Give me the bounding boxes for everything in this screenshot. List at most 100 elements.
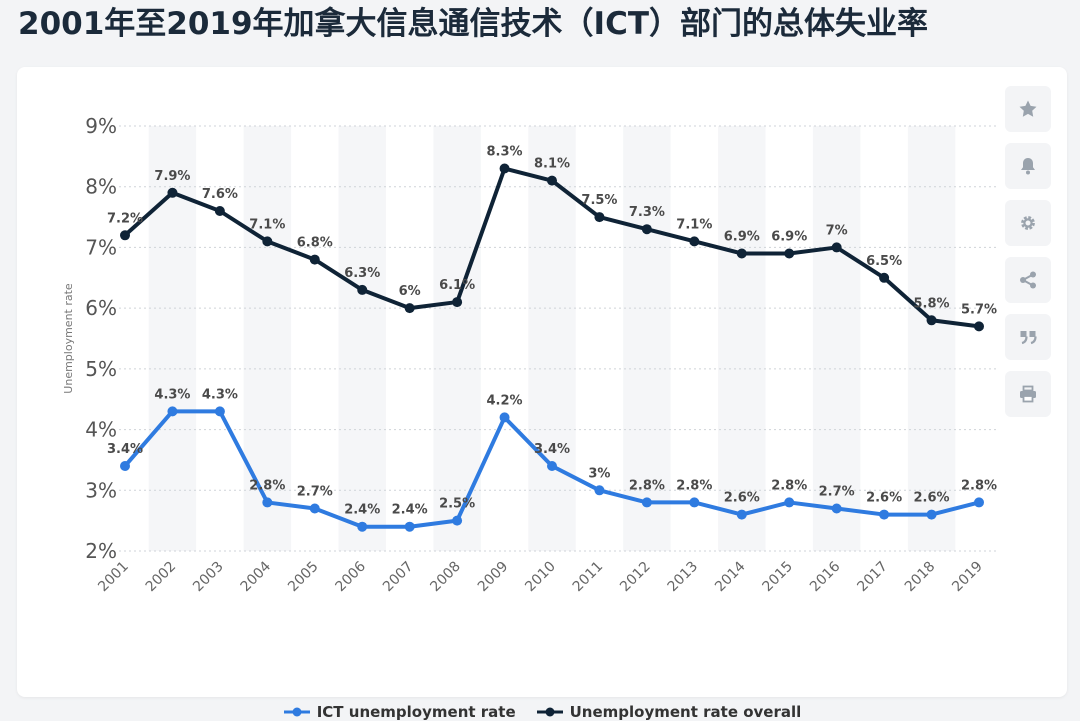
cite-button[interactable] [1005,314,1051,360]
data-point [736,509,747,520]
column-band [718,126,766,551]
data-label: 7% [826,223,848,238]
data-label: 5.7% [961,302,997,317]
data-label: 7.1% [676,217,712,232]
data-label: 6.5% [866,254,902,269]
column-band [907,126,956,551]
y-axis-label: Unemployment rate [62,283,75,394]
data-label: 2.4% [344,503,380,518]
page-title: 2001年至2019年加拿大信息通信技术（ICT）部门的总体失业率 [18,6,928,42]
star-icon [1019,100,1037,117]
data-point [452,515,463,526]
data-point [926,315,937,326]
y-tick-label: 4% [85,418,117,442]
x-tick-label: 2002 [143,559,180,596]
favorite-button[interactable] [1005,86,1051,132]
data-label: 3% [588,466,610,481]
data-point [736,248,747,259]
data-point [926,509,937,520]
data-label: 7.5% [581,193,617,208]
data-point [547,461,557,471]
data-label: 2.6% [866,491,902,506]
x-tick-label: 2013 [665,559,702,596]
data-point [879,509,890,520]
data-label: 2.8% [961,478,997,493]
y-tick-label: 6% [85,296,117,320]
data-point [974,497,984,508]
column-band [433,126,481,551]
data-point [214,206,225,216]
data-point [831,503,842,514]
x-tick-label: 2016 [807,558,844,595]
x-tick-label: 2001 [95,559,132,596]
data-point [499,163,510,174]
data-label: 2.7% [819,485,855,500]
data-point [309,503,320,514]
y-tick-label: 7% [85,235,117,259]
notification-button[interactable] [1005,143,1051,189]
data-label: 6.3% [344,266,380,281]
data-point [167,406,178,417]
legend-item[interactable]: Unemployment rate overall [536,703,802,721]
data-point [214,406,225,417]
column-band [338,126,386,551]
x-tick-label: 2010 [522,559,559,596]
chart-legend: ICT unemployment rate Unemployment rate o… [17,703,1067,721]
data-label: 7.9% [154,169,190,184]
x-tick-label: 2007 [380,559,417,596]
legend-label: Unemployment rate overall [569,703,802,721]
data-point [309,254,320,265]
data-point [879,272,890,283]
data-label: 2.6% [724,491,760,506]
data-label: 2.8% [771,478,807,493]
data-point [357,284,368,295]
chart-card: 2% 3% 4% 5% 6% 7% 8% 9% Unemployment rate 2001 200… [17,67,1067,721]
data-label: 8.3% [487,145,523,160]
print-button[interactable] [1005,371,1051,417]
share-icon [1020,271,1036,289]
data-point [404,521,415,532]
data-label: 4.3% [202,387,238,402]
data-label: 2.4% [392,503,428,518]
print-icon [1020,385,1036,403]
bell-icon [1021,158,1035,175]
data-point [547,175,557,186]
quote-icon [1020,331,1037,345]
data-point [499,412,510,423]
y-tick-label: 8% [85,175,117,199]
data-label: 7.1% [249,217,285,232]
column-band [528,126,576,551]
data-label: 4.2% [487,393,523,408]
data-point [262,236,273,247]
data-label: 6.9% [771,230,807,245]
gear-icon [1021,216,1035,230]
data-label: 6.9% [724,230,760,245]
x-tick-label: 2009 [475,559,512,596]
data-label: 6% [399,284,421,299]
x-tick-label: 2012 [617,559,654,596]
data-label: 5.8% [914,296,950,311]
settings-button[interactable] [1005,200,1051,246]
column-band [812,126,861,551]
line-chart: 2% 3% 4% 5% 6% 7% 8% 9% Unemployment rate 2001 200… [62,114,997,596]
data-point [594,212,605,223]
data-point [641,497,652,508]
y-tick-label: 3% [85,478,117,502]
data-point [120,461,130,471]
x-tick-label: 2018 [902,559,939,596]
data-label: 7.6% [202,187,238,202]
x-tick-label: 2004 [238,558,275,595]
share-button[interactable] [1005,257,1051,303]
data-label: 7.3% [629,205,665,220]
y-tick-label: 5% [85,357,117,381]
data-label: 8.1% [534,157,570,172]
x-tick-label: 2005 [285,559,322,596]
legend-item[interactable]: ICT unemployment rate [283,703,516,721]
data-point [641,224,652,235]
data-point [120,230,130,241]
data-label: 2.8% [629,478,665,493]
y-tick-label: 2% [85,539,117,563]
data-label: 2.7% [297,485,333,500]
column-band [623,126,671,551]
data-label: 2.5% [439,497,475,512]
